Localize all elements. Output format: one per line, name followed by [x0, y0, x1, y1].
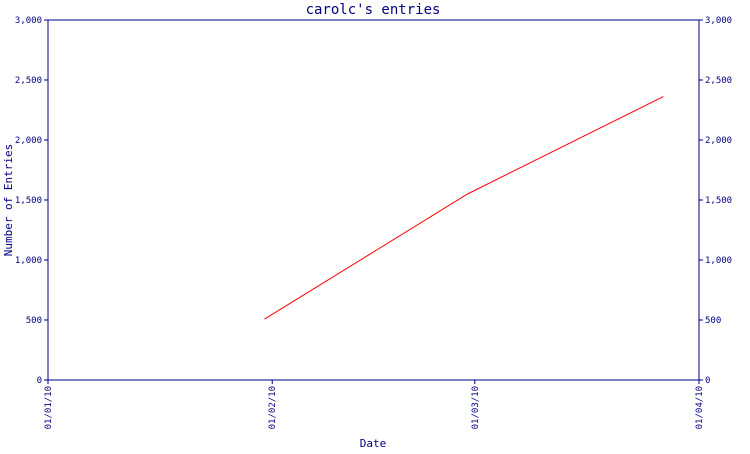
y-tick-label-left: 0 [37, 376, 42, 386]
y-tick-label-left: 500 [26, 316, 42, 326]
x-tick-label: 01/03/10 [471, 386, 481, 429]
data-point [662, 96, 664, 98]
y-tick-label-right: 500 [705, 316, 721, 326]
y-tick-label-right: 2,500 [705, 76, 732, 86]
y-tick-label-right: 0 [705, 376, 710, 386]
y-tick-label-left: 1,500 [15, 196, 42, 206]
y-tick-label-right: 3,000 [705, 16, 732, 26]
chart-title: carolc's entries [306, 2, 441, 18]
y-tick-label-right: 1,000 [705, 256, 732, 266]
y-tick-label-left: 3,000 [15, 16, 42, 26]
y-tick-label-left: 2,000 [15, 136, 42, 146]
y-tick-label-left: 1,000 [15, 256, 42, 266]
x-axis-label: Date [360, 437, 387, 450]
x-axis: 01/01/10 01/02/10 01/03/10 01/04/10 [44, 380, 705, 429]
y-tick-label-right: 1,500 [705, 196, 732, 206]
y-tick-label-left: 2,500 [15, 76, 42, 86]
x-tick-label: 01/01/10 [44, 386, 54, 429]
y-axis-left: 0 500 1,000 1,500 2,000 2,500 3,000 [15, 16, 48, 386]
data-point [264, 318, 266, 320]
data-point [466, 193, 469, 195]
y-axis-right: 0 500 1,000 1,500 2,000 2,500 3,000 [699, 16, 732, 386]
x-tick-label: 01/04/10 [695, 386, 705, 429]
plot-frame [47, 19, 700, 381]
series-layer [264, 96, 664, 320]
y-tick-label-right: 2,000 [705, 136, 732, 146]
y-axis-label: Number of Entries [2, 144, 15, 257]
series-line-0 [264, 96, 664, 320]
x-tick-label: 01/02/10 [268, 386, 278, 429]
